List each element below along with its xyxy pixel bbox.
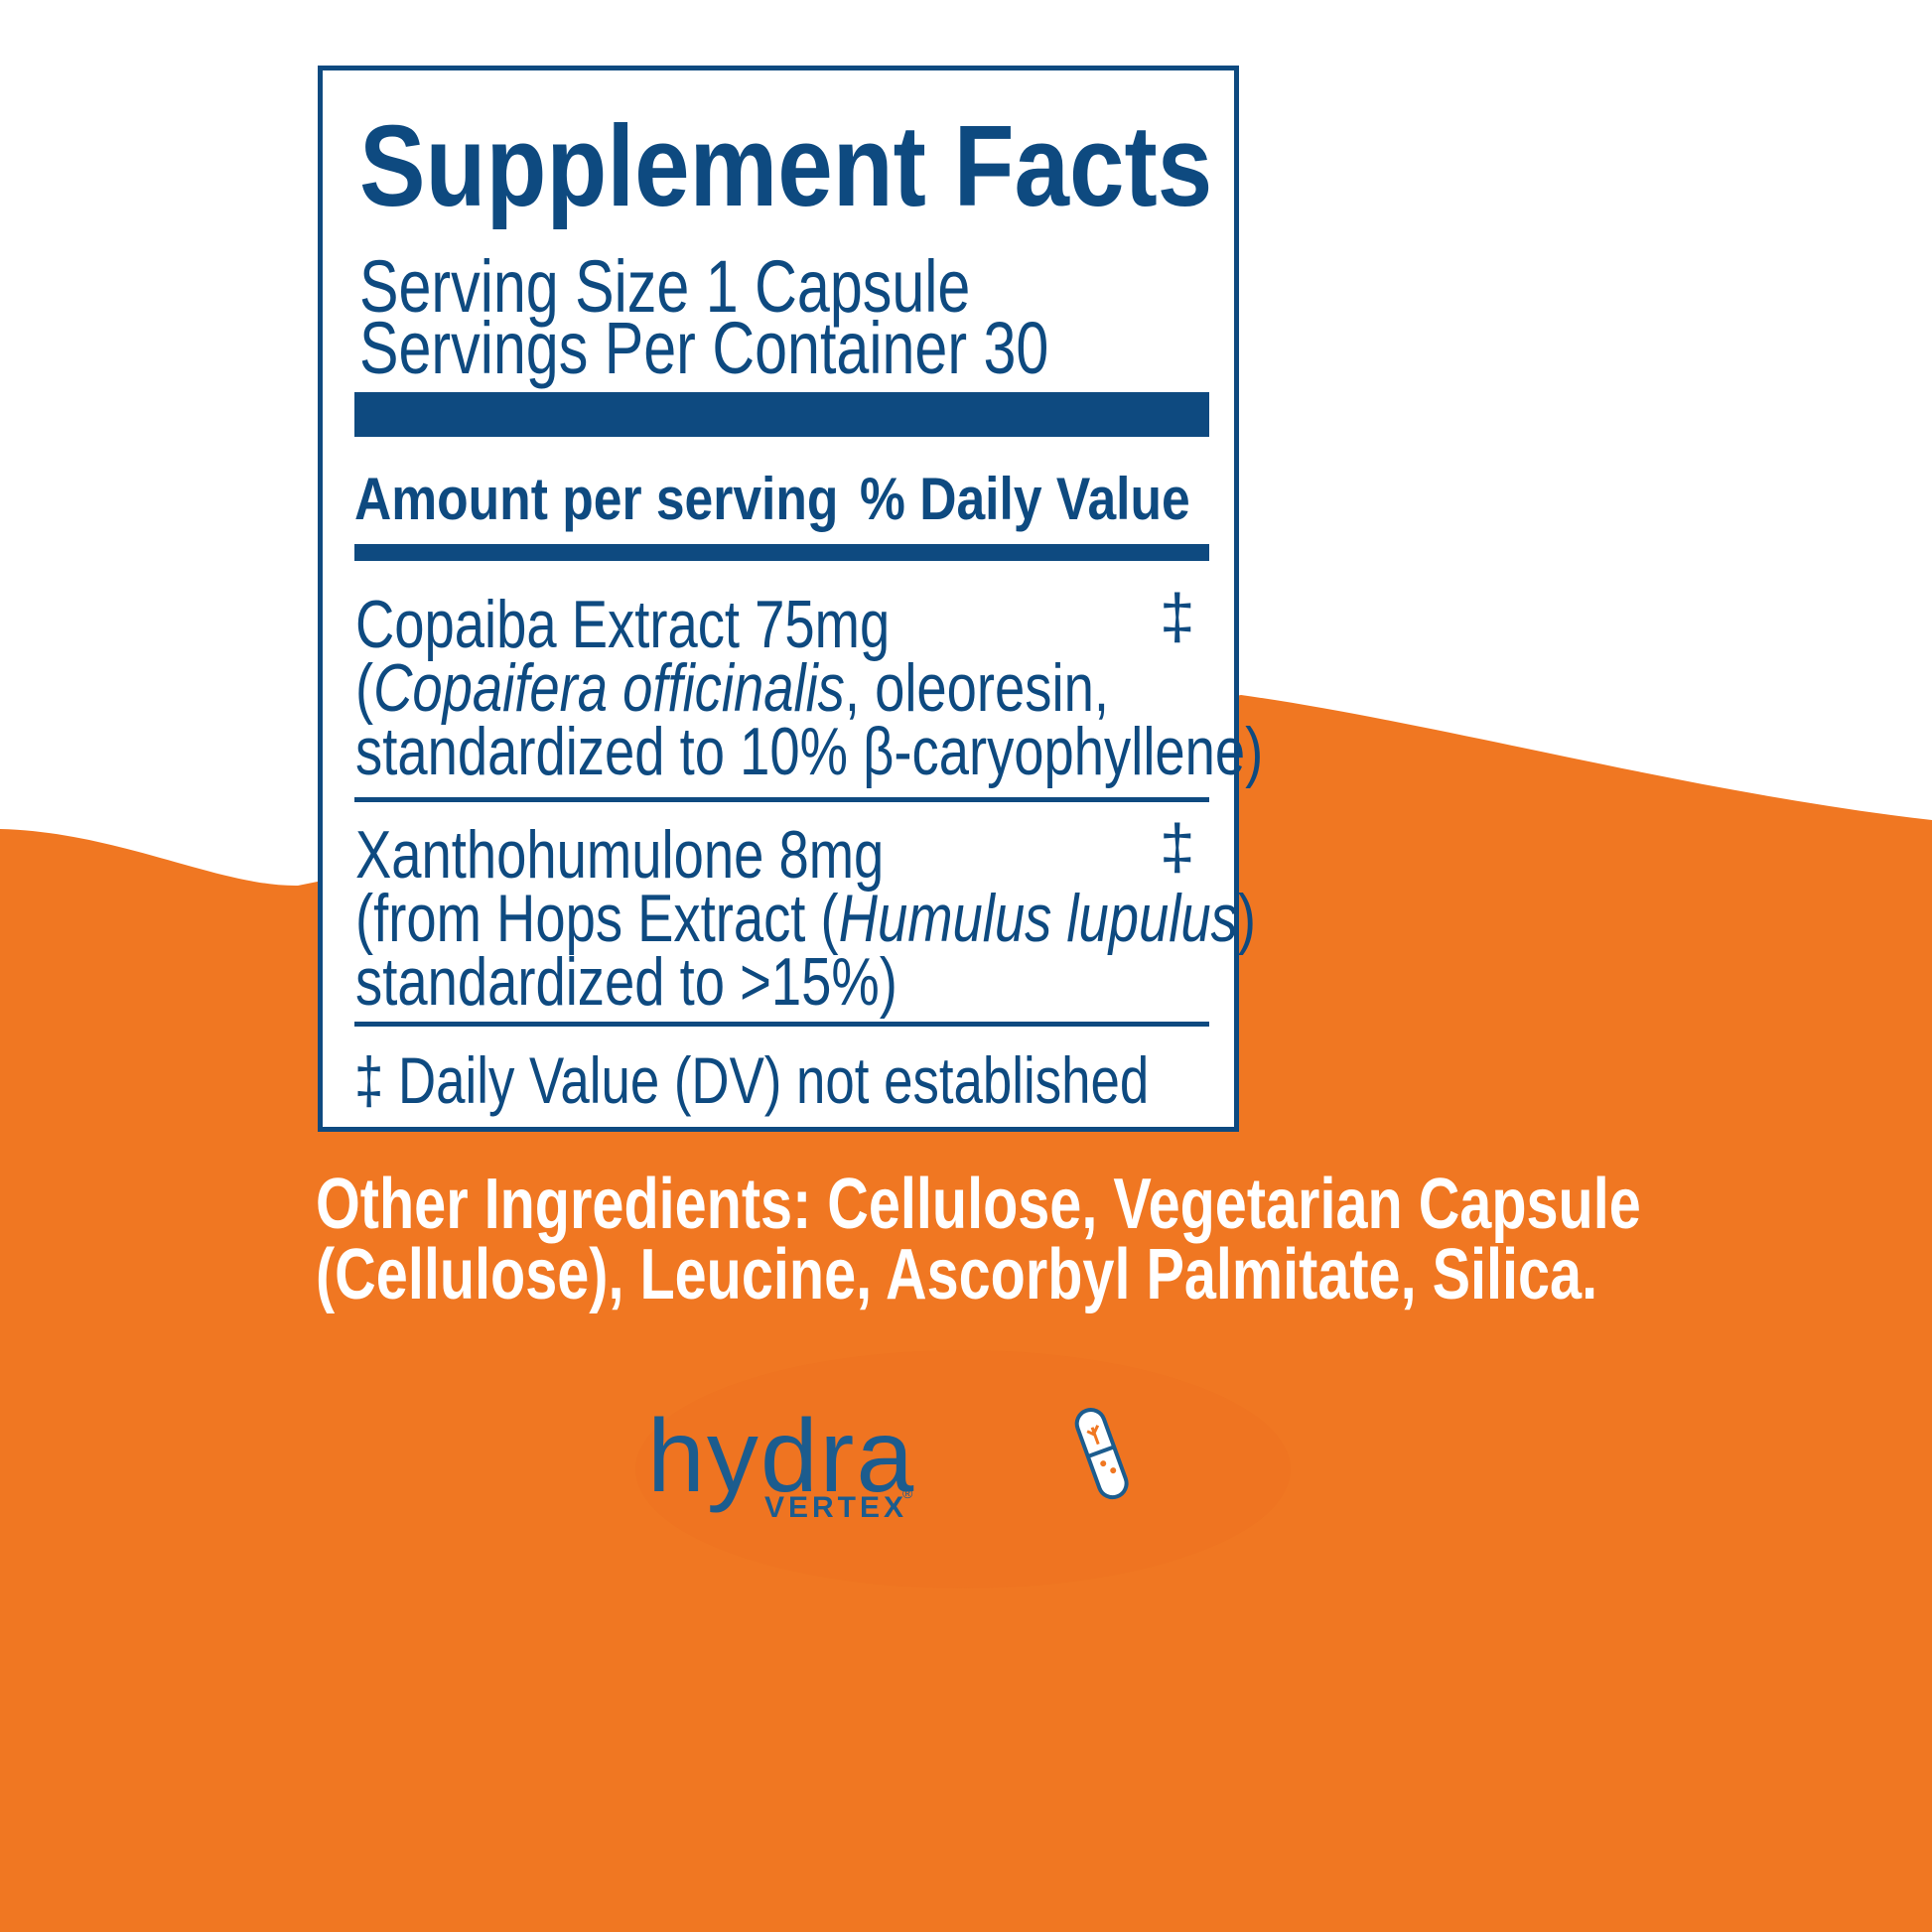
ingredient-name: Copaiba Extract 75mg (355, 587, 891, 662)
italic-text: Humulus lupulus (838, 881, 1238, 956)
ingredient-description: (Copaifera officinalis, oleoresin, (355, 649, 1109, 727)
text: standardized to >15%) (355, 944, 897, 1020)
ingredient-description: standardized to >15%) (355, 943, 897, 1021)
text: ) (1237, 881, 1256, 956)
amount-header: Amount per serving (354, 466, 839, 532)
other-line2: (Cellulose), Leucine, Ascorbyl Palmitate… (316, 1235, 1598, 1314)
logo-capsule (1074, 1407, 1129, 1500)
text: standardized to 10% β-caryophyllene) (355, 714, 1264, 789)
thick-rule (354, 392, 1209, 437)
other-ingredients: Other Ingredients: Cellulose, Vegetarian… (316, 1164, 1641, 1245)
logo-sub: VERTEX (764, 1491, 908, 1524)
other-line1: Cellulose, Vegetarian Capsule (827, 1165, 1641, 1244)
text: , oleoresin, (844, 650, 1109, 726)
ingredient-name: Xanthohumulone 8mg (355, 817, 885, 893)
logo-mark: ® (902, 1485, 913, 1501)
italic-text: Copaifera officinalis (373, 650, 845, 726)
ingredient-description: standardized to 10% β-caryophyllene) (355, 713, 1263, 790)
daily-value-mark: ‡ (1160, 581, 1195, 652)
ingredient-description: (from Hops Extract (Humulus lupulus) (355, 880, 1256, 957)
serving-size: Serving Size 1 Capsule (359, 245, 971, 328)
text: ( (355, 650, 374, 726)
daily-value-mark: ‡ (1160, 811, 1195, 883)
logo-glow (635, 1350, 1291, 1588)
thin-rule (354, 1022, 1209, 1027)
footnote: ‡ Daily Value (DV) not established (354, 1043, 1150, 1117)
logo-word: hydra (647, 1399, 916, 1514)
text: (from Hops Extract ( (355, 881, 839, 956)
thin-rule (354, 797, 1209, 802)
other-label: Other Ingredients: (316, 1165, 812, 1244)
daily-value-header: % Daily Value (860, 466, 1190, 532)
panel-title: Supplement Facts (359, 101, 1213, 230)
servings-per-container: Servings Per Container 30 (359, 307, 1049, 389)
medium-rule (354, 544, 1209, 561)
facts-panel (318, 66, 1239, 1132)
